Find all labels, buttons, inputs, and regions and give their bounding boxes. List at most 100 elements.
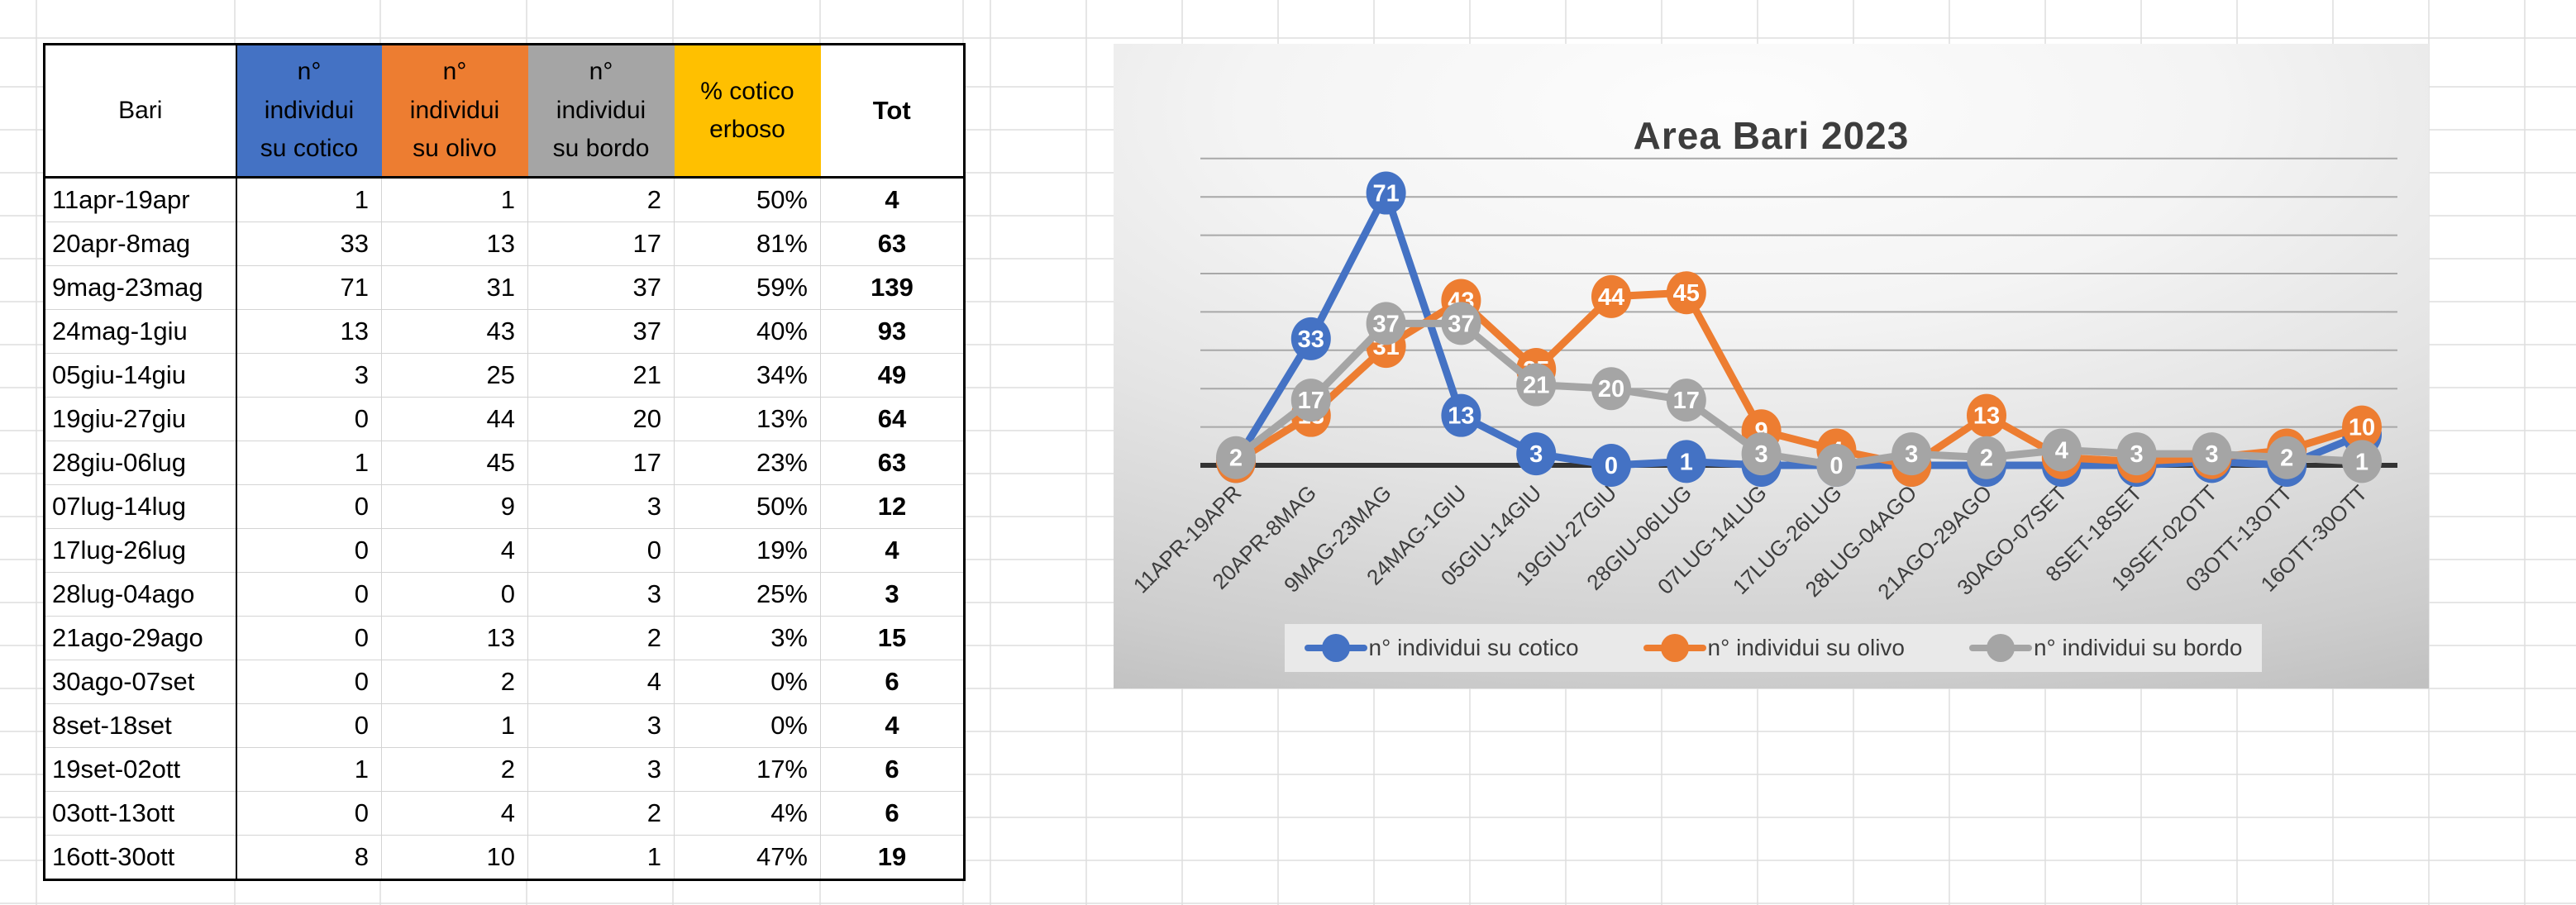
data-marker[interactable] xyxy=(1290,317,1331,360)
value-cell[interactable]: 20 xyxy=(527,397,675,441)
tot-cell[interactable]: 63 xyxy=(820,221,965,266)
row-label-cell[interactable]: 11apr-19apr xyxy=(44,177,237,222)
data-marker[interactable] xyxy=(1666,379,1706,422)
row-label-cell[interactable]: 05giu-14giu xyxy=(44,353,237,398)
value-cell[interactable]: 2 xyxy=(381,747,528,792)
data-marker[interactable] xyxy=(1441,393,1481,437)
series-line-0[interactable] xyxy=(1233,183,2364,469)
value-cell[interactable]: 45 xyxy=(381,441,528,485)
value-cell[interactable]: 4 xyxy=(381,791,528,836)
value-cell[interactable]: 1 xyxy=(236,441,382,485)
row-label-cell[interactable]: 28lug-04ago xyxy=(44,572,237,617)
row-label-cell[interactable]: 19giu-27giu xyxy=(44,397,237,441)
series-line-2[interactable] xyxy=(1233,319,2363,469)
tot-cell[interactable]: 12 xyxy=(820,484,965,529)
data-marker[interactable] xyxy=(1666,271,1706,315)
row-label-cell[interactable]: 17lug-26lug xyxy=(44,528,237,573)
data-marker[interactable] xyxy=(2041,428,2082,472)
value-cell[interactable]: 4% xyxy=(674,791,821,836)
data-marker[interactable] xyxy=(1591,274,1631,318)
tot-cell[interactable]: 4 xyxy=(820,703,965,748)
data-marker[interactable] xyxy=(1216,436,1256,479)
value-cell[interactable]: 23% xyxy=(674,441,821,485)
value-cell[interactable]: 0 xyxy=(236,703,382,748)
value-cell[interactable]: 1 xyxy=(381,703,528,748)
value-cell[interactable]: 17 xyxy=(527,221,675,266)
value-cell[interactable]: 2 xyxy=(527,616,675,660)
value-cell[interactable]: 31 xyxy=(381,265,528,310)
value-cell[interactable]: 13 xyxy=(236,309,382,354)
data-marker[interactable] xyxy=(2342,440,2382,483)
data-marker[interactable] xyxy=(1441,302,1481,345)
tot-cell[interactable]: 93 xyxy=(820,309,965,354)
column-header-tot[interactable]: Tot xyxy=(820,44,965,179)
data-marker[interactable] xyxy=(1891,432,1932,476)
value-cell[interactable]: 8 xyxy=(236,835,382,880)
data-marker[interactable] xyxy=(1967,393,2006,437)
row-label-cell[interactable]: 03ott-13ott xyxy=(44,791,237,836)
data-marker[interactable] xyxy=(2342,405,2382,449)
tot-cell[interactable]: 3 xyxy=(820,572,965,617)
value-cell[interactable]: 25% xyxy=(674,572,821,617)
value-cell[interactable]: 4 xyxy=(381,528,528,573)
data-marker[interactable] xyxy=(1516,363,1557,407)
value-cell[interactable]: 71 xyxy=(236,265,382,310)
data-marker[interactable] xyxy=(2116,432,2157,476)
data-marker[interactable] xyxy=(1290,379,1331,422)
value-cell[interactable]: 21 xyxy=(527,353,675,398)
value-cell[interactable]: 0 xyxy=(236,528,382,573)
value-cell[interactable]: 3 xyxy=(527,484,675,529)
value-cell[interactable]: 0 xyxy=(527,528,675,573)
value-cell[interactable]: 4 xyxy=(527,660,675,704)
value-cell[interactable]: 13% xyxy=(674,397,821,441)
tot-cell[interactable]: 139 xyxy=(820,265,965,310)
value-cell[interactable]: 0 xyxy=(381,572,528,617)
value-cell[interactable]: 0 xyxy=(236,397,382,441)
column-header-bordo[interactable]: n° individui su bordo xyxy=(527,44,675,179)
value-cell[interactable]: 3 xyxy=(527,747,675,792)
value-cell[interactable]: 13 xyxy=(381,616,528,660)
chart[interactable]: Area Bari 2023 11APR-19APR 20APR-8MAG 9MAG… xyxy=(1114,44,2429,688)
value-cell[interactable]: 47% xyxy=(674,835,821,880)
value-cell[interactable]: 40% xyxy=(674,309,821,354)
value-cell[interactable]: 13 xyxy=(381,221,528,266)
row-label-cell[interactable]: 19set-02ott xyxy=(44,747,237,792)
value-cell[interactable]: 59% xyxy=(674,265,821,310)
value-cell[interactable]: 3% xyxy=(674,616,821,660)
value-cell[interactable]: 17 xyxy=(527,441,675,485)
value-cell[interactable]: 44 xyxy=(381,397,528,441)
value-cell[interactable]: 10 xyxy=(381,835,528,880)
value-cell[interactable]: 81% xyxy=(674,221,821,266)
tot-cell[interactable]: 4 xyxy=(820,528,965,573)
value-cell[interactable]: 1 xyxy=(236,747,382,792)
value-cell[interactable]: 3 xyxy=(527,703,675,748)
row-label-cell[interactable]: 20apr-8mag xyxy=(44,221,237,266)
tot-cell[interactable]: 6 xyxy=(820,791,965,836)
row-label-cell[interactable]: 30ago-07set xyxy=(44,660,237,704)
value-cell[interactable]: 19% xyxy=(674,528,821,573)
value-cell[interactable]: 50% xyxy=(674,484,821,529)
data-marker[interactable] xyxy=(2192,432,2232,476)
data-marker[interactable] xyxy=(1967,436,2006,479)
value-cell[interactable]: 2 xyxy=(527,791,675,836)
column-header-bari[interactable]: Bari xyxy=(44,44,237,179)
value-cell[interactable]: 9 xyxy=(381,484,528,529)
data-marker[interactable] xyxy=(1591,367,1631,411)
row-label-cell[interactable]: 21ago-29ago xyxy=(44,616,237,660)
data-marker[interactable] xyxy=(1816,444,1857,487)
tot-cell[interactable]: 4 xyxy=(820,177,965,222)
data-marker[interactable] xyxy=(2267,436,2307,479)
column-header-percent[interactable]: % cotico erboso xyxy=(674,44,821,179)
data-marker[interactable] xyxy=(1366,171,1406,215)
data-marker[interactable] xyxy=(1516,432,1557,476)
tot-cell[interactable]: 63 xyxy=(820,441,965,485)
value-cell[interactable]: 0 xyxy=(236,660,382,704)
value-cell[interactable]: 2 xyxy=(527,177,675,222)
value-cell[interactable]: 37 xyxy=(527,309,675,354)
data-marker[interactable] xyxy=(1366,302,1406,345)
tot-cell[interactable]: 6 xyxy=(820,747,965,792)
value-cell[interactable]: 25 xyxy=(381,353,528,398)
value-cell[interactable]: 1 xyxy=(236,177,382,222)
value-cell[interactable]: 0 xyxy=(236,572,382,617)
value-cell[interactable]: 1 xyxy=(381,177,528,222)
